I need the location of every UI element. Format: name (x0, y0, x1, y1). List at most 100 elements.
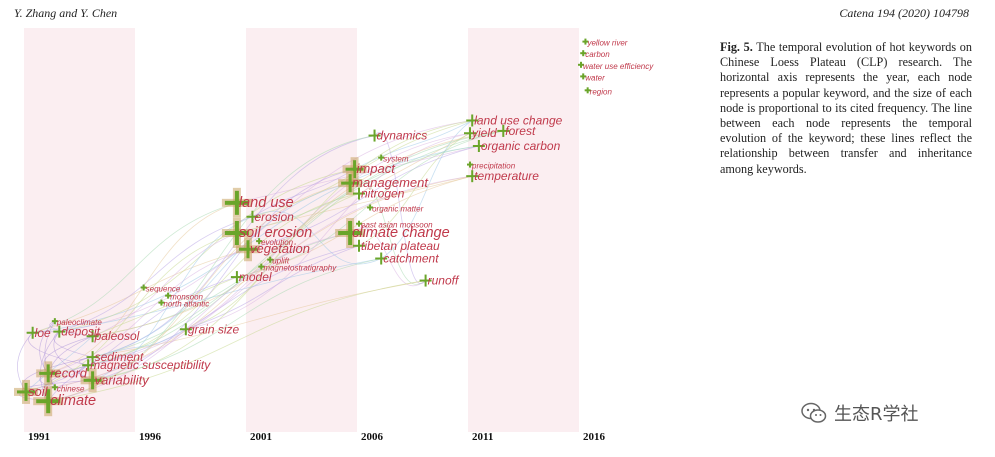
evolution-link (53, 331, 93, 358)
keyword-label: paleosol (94, 329, 140, 343)
evolution-link (252, 168, 355, 218)
keyword-label: tibetan plateau (361, 239, 440, 253)
keyword-label: organic matter (372, 204, 423, 213)
keyword-labels: yellow river carbon water use efficiency wa… (28, 39, 654, 410)
evolution-link (236, 175, 473, 234)
node-marker (477, 140, 480, 152)
keyword-label: grain size (188, 322, 240, 336)
node-marker (502, 124, 505, 137)
node-marker (358, 187, 360, 200)
keyword-label: precipitation (471, 162, 516, 171)
node-marker (260, 263, 263, 270)
node-marker (167, 292, 170, 299)
keyword-label: land use (239, 195, 294, 211)
evolution-link (48, 248, 249, 374)
timeline-canvas: yellow river carbon water use efficiency wa… (14, 28, 654, 443)
node-marker (358, 239, 360, 252)
keyword-label: magnetic susceptibility (90, 358, 211, 372)
node-marker (46, 364, 50, 383)
node-marker (580, 61, 582, 68)
evolution-link (92, 168, 355, 381)
node-marker (246, 240, 250, 259)
evolution-link (48, 280, 426, 402)
keyword-label: climate (50, 393, 96, 409)
author-names: Y. Zhang and Y. Chen (14, 6, 118, 20)
keyword-label: record (50, 365, 88, 380)
node-marker (58, 325, 61, 338)
evolution-link (59, 168, 355, 332)
keyword-label: nitrogen (361, 187, 405, 201)
evolution-link (236, 175, 473, 278)
evolution-link (380, 120, 473, 259)
node-marker (380, 154, 383, 161)
evolution-link (92, 182, 351, 358)
evolution-link (25, 232, 238, 393)
evolution-link (358, 132, 471, 194)
node-marker (258, 238, 261, 245)
wechat-icon (801, 402, 827, 423)
evolution-link (53, 331, 93, 381)
keyword-label: impact (357, 161, 397, 176)
year-label-2016: 2016 (583, 431, 606, 443)
keyword-label: soil (28, 384, 49, 399)
node-marker (582, 73, 585, 80)
year-label-1991: 1991 (28, 431, 50, 443)
node-marker (234, 190, 239, 215)
evolution-link (87, 328, 187, 366)
keyword-label: deposit (61, 325, 100, 339)
year-label-2006: 2006 (361, 431, 384, 443)
node-marker (160, 299, 163, 306)
year-axis-labels: 1991 1996 2001 2006 2011 2016 (28, 431, 606, 443)
keyword-label: temperature (474, 169, 539, 183)
keyword-label: carbon (585, 50, 610, 59)
year-label-2001: 2001 (250, 431, 272, 443)
evolution-link (48, 232, 351, 402)
keyword-label: chinese (57, 384, 85, 393)
keyword-label: yellow river (586, 39, 627, 48)
caption-label: Fig. 5. (720, 40, 753, 54)
keyword-label: water (585, 73, 605, 82)
node-marker (251, 210, 254, 223)
keyword-label: management (352, 175, 429, 190)
keyword-label: monsoon (170, 293, 203, 302)
node-marker (87, 359, 90, 372)
node-marker (471, 170, 474, 183)
keyword-label: soil erosion (239, 225, 312, 241)
node-marker (91, 351, 94, 364)
page-header: Y. Zhang and Y. Chen Catena 194 (2020) 1… (0, 4, 995, 22)
figure-caption: Fig. 5. The temporal evolution of hot ke… (720, 40, 972, 177)
watermark: 生态R学社 (800, 398, 980, 428)
keyword-label: paleoclimate (56, 318, 102, 327)
year-label-1996: 1996 (139, 431, 162, 443)
node-marker (586, 87, 589, 94)
evolution-link (185, 245, 360, 330)
keyword-label: north atlantic (163, 300, 209, 309)
keyword-label: sequence (146, 285, 181, 294)
keyword-label: dynamics (377, 129, 428, 143)
keyword-label: sediment (95, 350, 144, 364)
keyword-label: catchment (383, 252, 439, 266)
timeline-figure: yellow river carbon water use efficiency wa… (0, 28, 712, 457)
keyword-label: loe (35, 326, 51, 340)
node-marker (469, 161, 471, 168)
evolution-link (374, 132, 426, 284)
evolution-link (92, 130, 504, 337)
evolution-link (25, 335, 93, 393)
caption-text: The temporal evolution of hot keywords o… (720, 40, 972, 176)
node-marker (358, 220, 360, 227)
keyword-label: model (239, 270, 272, 284)
keyword-label: system (383, 155, 409, 164)
node-marker (24, 382, 28, 401)
node-marker (31, 326, 34, 339)
node-marker (471, 114, 474, 127)
keyword-label: evolution (261, 238, 294, 247)
evolution-link (92, 120, 473, 381)
evolution-link (92, 232, 351, 358)
keyword-label: variability (95, 372, 151, 387)
evolution-link (252, 210, 382, 265)
node-marker (269, 256, 272, 263)
keyword-label: climate change (352, 225, 450, 241)
node-marker (235, 271, 238, 284)
node-marker (348, 221, 353, 245)
year-label-2011: 2011 (472, 431, 493, 443)
